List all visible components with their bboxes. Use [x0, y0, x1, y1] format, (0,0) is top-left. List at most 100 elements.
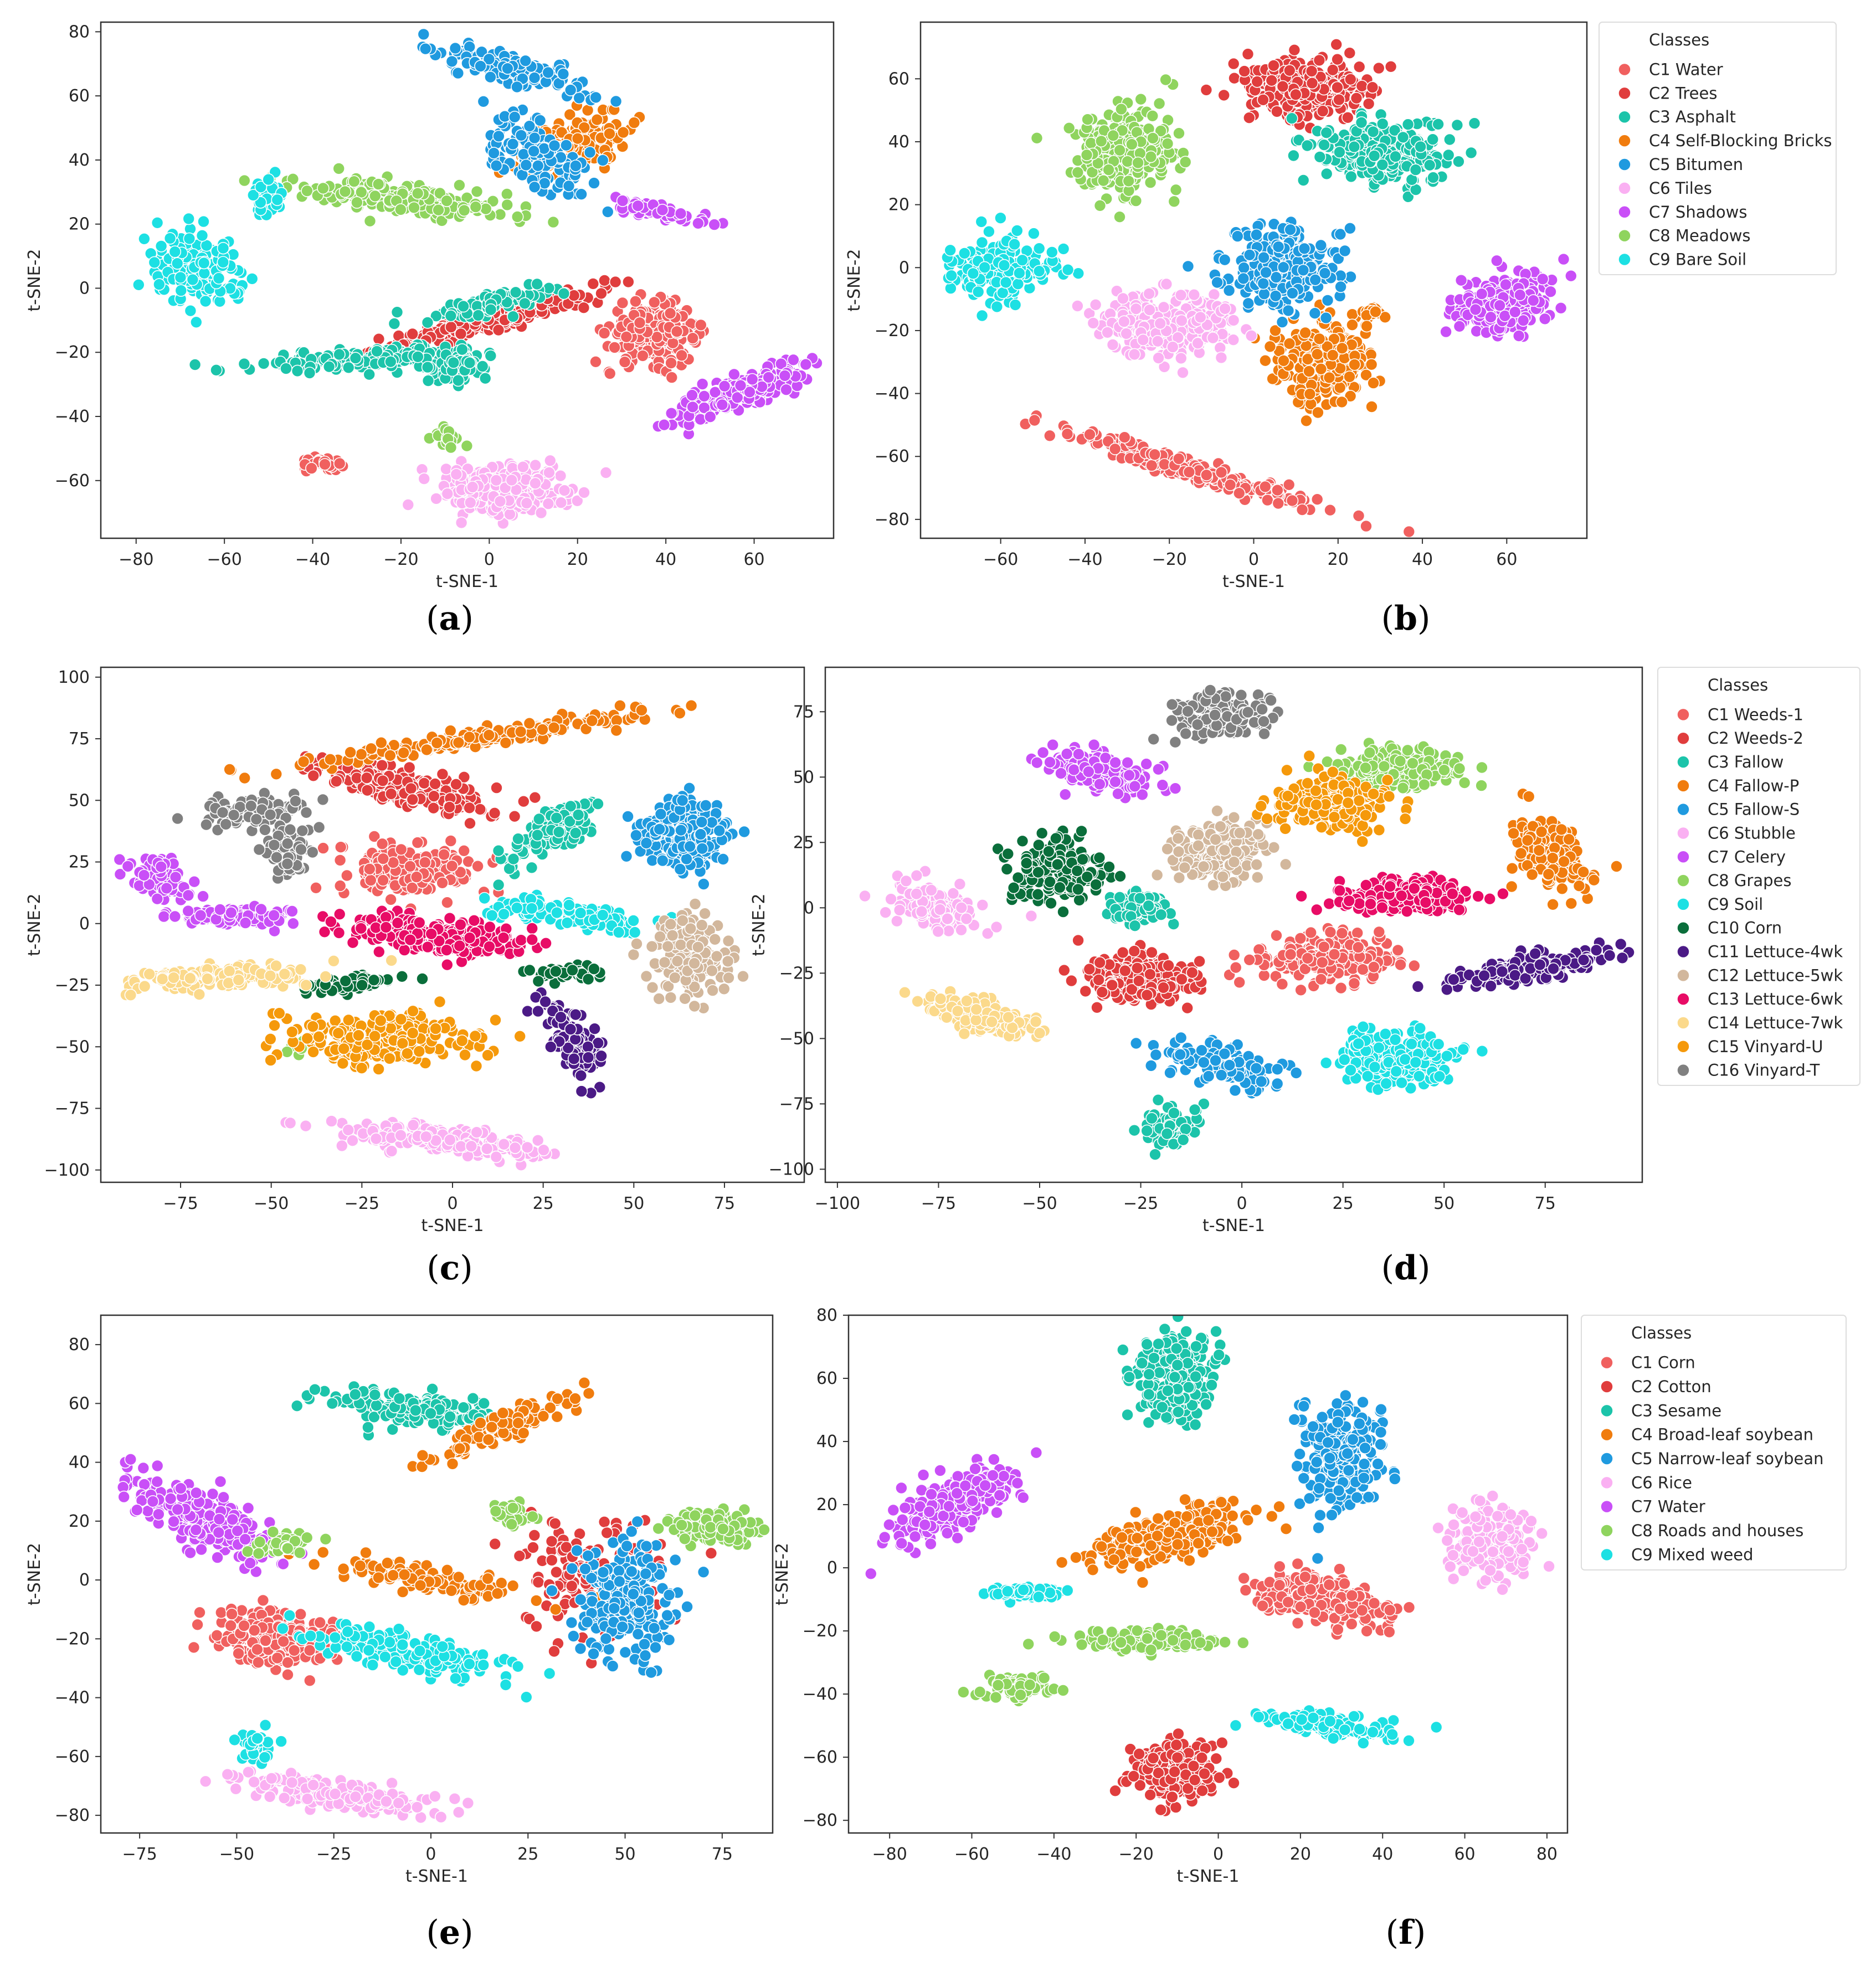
point	[482, 53, 496, 66]
point	[471, 859, 484, 873]
point	[509, 286, 522, 299]
point	[664, 307, 677, 320]
legend-entry: C8 Meadows	[1649, 226, 1751, 245]
point	[1427, 171, 1440, 184]
point	[1080, 148, 1093, 162]
point	[333, 879, 347, 892]
point	[1257, 94, 1269, 106]
point	[1271, 483, 1284, 497]
point	[547, 215, 560, 229]
point	[1044, 429, 1056, 442]
point	[1159, 73, 1172, 86]
point	[1442, 148, 1455, 162]
point	[1298, 242, 1311, 255]
point	[616, 194, 629, 207]
point	[1172, 452, 1185, 465]
point	[589, 355, 602, 368]
point	[372, 178, 385, 190]
point	[138, 232, 151, 245]
point	[454, 327, 467, 341]
point	[520, 497, 533, 509]
point	[217, 241, 230, 255]
point	[1143, 287, 1155, 300]
point	[246, 189, 260, 202]
point	[444, 321, 458, 333]
point	[665, 371, 679, 384]
point	[394, 843, 408, 856]
point	[338, 185, 352, 198]
point	[1261, 493, 1274, 507]
point	[402, 498, 415, 511]
point	[490, 473, 503, 487]
point	[1151, 334, 1164, 348]
axes-frame-a	[100, 21, 835, 539]
point	[182, 212, 196, 225]
point	[1154, 317, 1166, 330]
legend-entry: C4 Self-Blocking Bricks	[1649, 131, 1832, 150]
point	[1468, 117, 1481, 130]
point	[515, 129, 528, 142]
point	[1282, 478, 1296, 491]
point	[534, 506, 548, 519]
point	[1272, 240, 1285, 253]
point	[1188, 288, 1201, 301]
point	[734, 379, 747, 392]
legend-title: Classes	[1649, 30, 1709, 49]
point	[430, 310, 443, 323]
point	[631, 199, 644, 213]
series-b-3	[1286, 107, 1481, 203]
y-tick-label: −40	[55, 407, 90, 426]
point	[718, 379, 731, 393]
point	[695, 318, 707, 332]
point	[597, 154, 609, 167]
point	[1310, 493, 1324, 506]
point	[944, 244, 957, 257]
point	[484, 349, 497, 362]
point	[1258, 287, 1271, 301]
point	[1085, 137, 1097, 150]
x-tick-label: −20	[1152, 550, 1187, 569]
x-axis-label: t-SNE-1	[436, 572, 498, 591]
point	[1355, 116, 1368, 129]
point	[1326, 64, 1339, 76]
point	[455, 516, 468, 529]
point	[444, 835, 458, 847]
point	[342, 361, 355, 374]
point	[1166, 341, 1179, 353]
point	[1452, 155, 1465, 168]
point	[1320, 167, 1333, 181]
point	[578, 121, 591, 134]
point	[384, 355, 397, 368]
point	[1145, 459, 1158, 472]
legend-entry: C6 Tiles	[1649, 179, 1712, 198]
point	[1342, 111, 1354, 124]
point	[1301, 139, 1314, 152]
point	[1276, 316, 1289, 328]
point	[1267, 59, 1280, 72]
point	[1271, 105, 1283, 118]
point	[746, 373, 759, 386]
point	[1175, 314, 1188, 327]
point	[589, 91, 602, 104]
point	[174, 271, 187, 284]
point	[492, 323, 505, 337]
point	[523, 120, 536, 132]
point	[1276, 80, 1289, 93]
point	[457, 300, 470, 313]
point	[155, 240, 168, 253]
point	[1360, 320, 1373, 333]
series-a-3	[188, 277, 570, 393]
point	[1173, 127, 1185, 140]
point	[1512, 329, 1525, 342]
point	[1032, 265, 1046, 278]
point	[1343, 47, 1356, 59]
point	[1259, 354, 1272, 367]
point	[1316, 105, 1329, 117]
point	[1238, 65, 1251, 78]
point	[1346, 308, 1359, 321]
point	[1469, 303, 1482, 316]
point	[1286, 287, 1299, 300]
point	[271, 193, 284, 207]
point	[1215, 466, 1228, 479]
